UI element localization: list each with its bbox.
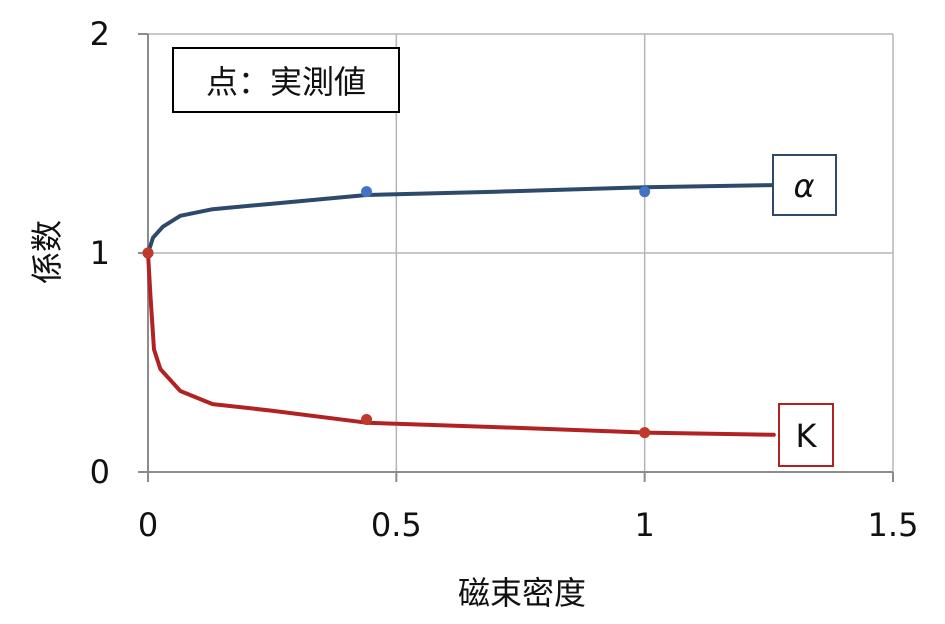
series-line-alpha (146, 183, 776, 255)
data-point-k (142, 247, 154, 259)
annotation-text: 点：実測値 (206, 63, 366, 101)
x-axis-label: 磁束密度 (458, 574, 586, 612)
data-point-alpha (639, 186, 651, 198)
series-layer (142, 183, 776, 439)
data-point-k (639, 427, 651, 439)
data-point-alpha (361, 186, 373, 198)
legend-label-alpha: α (772, 154, 837, 216)
series-name-alpha: α (793, 167, 814, 205)
annotation-box: 点：実測値 (172, 47, 400, 113)
y-tick-label: 2 (90, 15, 110, 53)
x-tick-label: 0 (138, 506, 158, 544)
x-tick-label: 0.5 (371, 506, 422, 544)
axes (138, 33, 894, 482)
y-tick-label: 0 (90, 453, 110, 491)
x-tick-label: 1.5 (868, 506, 919, 544)
series-line-k (146, 251, 776, 437)
series-name-k: K (796, 417, 818, 455)
x-tick-label: 1 (634, 506, 654, 544)
data-point-k (361, 413, 373, 425)
tick-labels: 0 0.5 1 1.5 0 1 2 (90, 15, 919, 544)
y-axis-label: 係数 (28, 220, 66, 284)
y-tick-label: 1 (90, 234, 110, 272)
legend-label-k: K (778, 403, 834, 467)
